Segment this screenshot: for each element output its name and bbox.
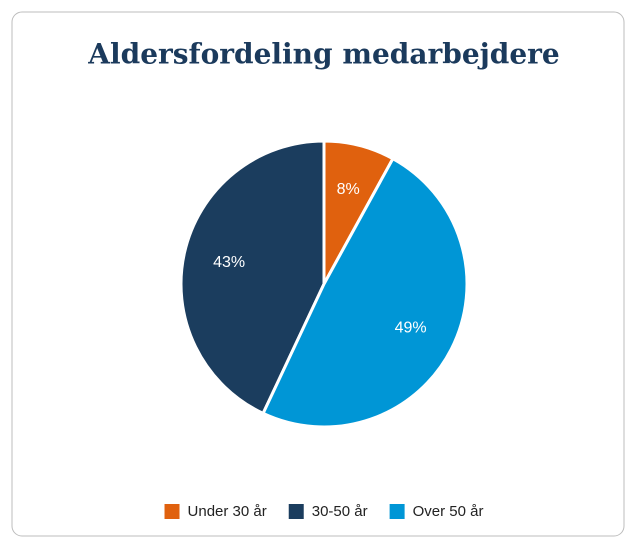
legend-label: Over 50 år [413, 503, 484, 520]
chart-title: Aldersfordeling medarbejdere [87, 38, 560, 71]
data-label: 49% [395, 319, 427, 336]
legend-label: 30-50 år [312, 503, 368, 520]
pie-slice [179, 139, 326, 416]
legend-swatch [288, 504, 304, 519]
data-label: 8% [337, 181, 360, 198]
legend-swatch [164, 504, 180, 519]
legend-swatch [389, 504, 405, 519]
legend-label: Under 30 år [188, 503, 267, 520]
pie-slice [261, 156, 469, 429]
data-label: 43% [213, 254, 245, 271]
